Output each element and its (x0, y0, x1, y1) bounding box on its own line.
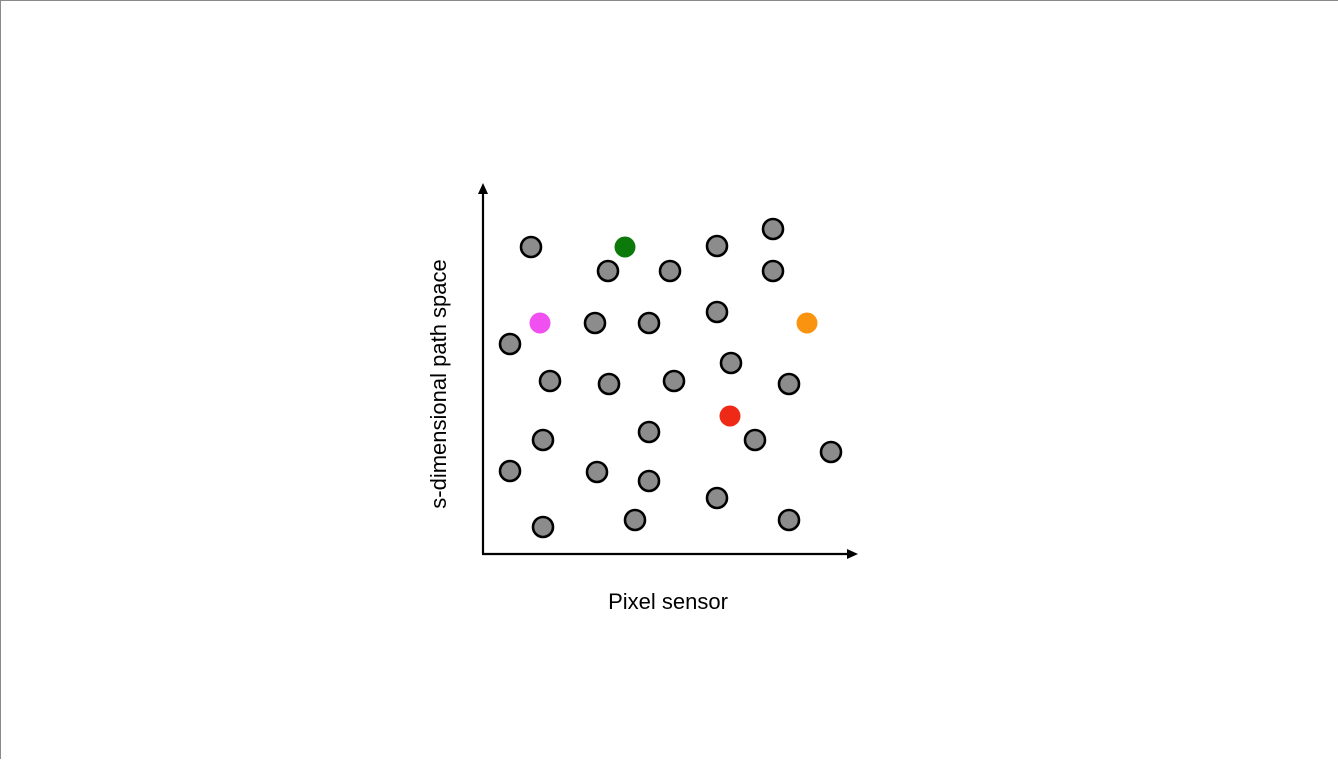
sample-point (761, 217, 785, 241)
sample-point (761, 259, 785, 283)
sample-point (637, 469, 661, 493)
sample-point (705, 300, 729, 324)
sample-point (623, 508, 647, 532)
sample-point (519, 235, 543, 259)
sample-point (743, 428, 767, 452)
sample-point (719, 351, 743, 375)
highlight-point-magenta (529, 312, 551, 334)
sample-point (777, 508, 801, 532)
sample-point (597, 372, 621, 396)
sample-point (596, 259, 620, 283)
sample-point (705, 234, 729, 258)
sample-point (585, 460, 609, 484)
sample-point (531, 515, 555, 539)
sample-point (531, 428, 555, 452)
x-axis-label: Pixel sensor (608, 589, 728, 614)
x-axis-arrowhead (847, 549, 858, 559)
sample-point (498, 459, 522, 483)
sample-point (705, 486, 729, 510)
sample-point (777, 372, 801, 396)
sample-points (498, 217, 843, 539)
sample-point (583, 311, 607, 335)
sample-point (662, 369, 686, 393)
y-axis-arrowhead (478, 183, 488, 194)
highlight-point-green (614, 236, 636, 258)
y-axis-label: s-dimensional path space (426, 259, 451, 508)
sample-point (637, 311, 661, 335)
sample-point (498, 332, 522, 356)
sample-point (538, 369, 562, 393)
sample-point (819, 440, 843, 464)
sample-point (658, 259, 682, 283)
highlight-point-red (719, 405, 741, 427)
highlight-point-orange (796, 312, 818, 334)
sample-point (637, 420, 661, 444)
